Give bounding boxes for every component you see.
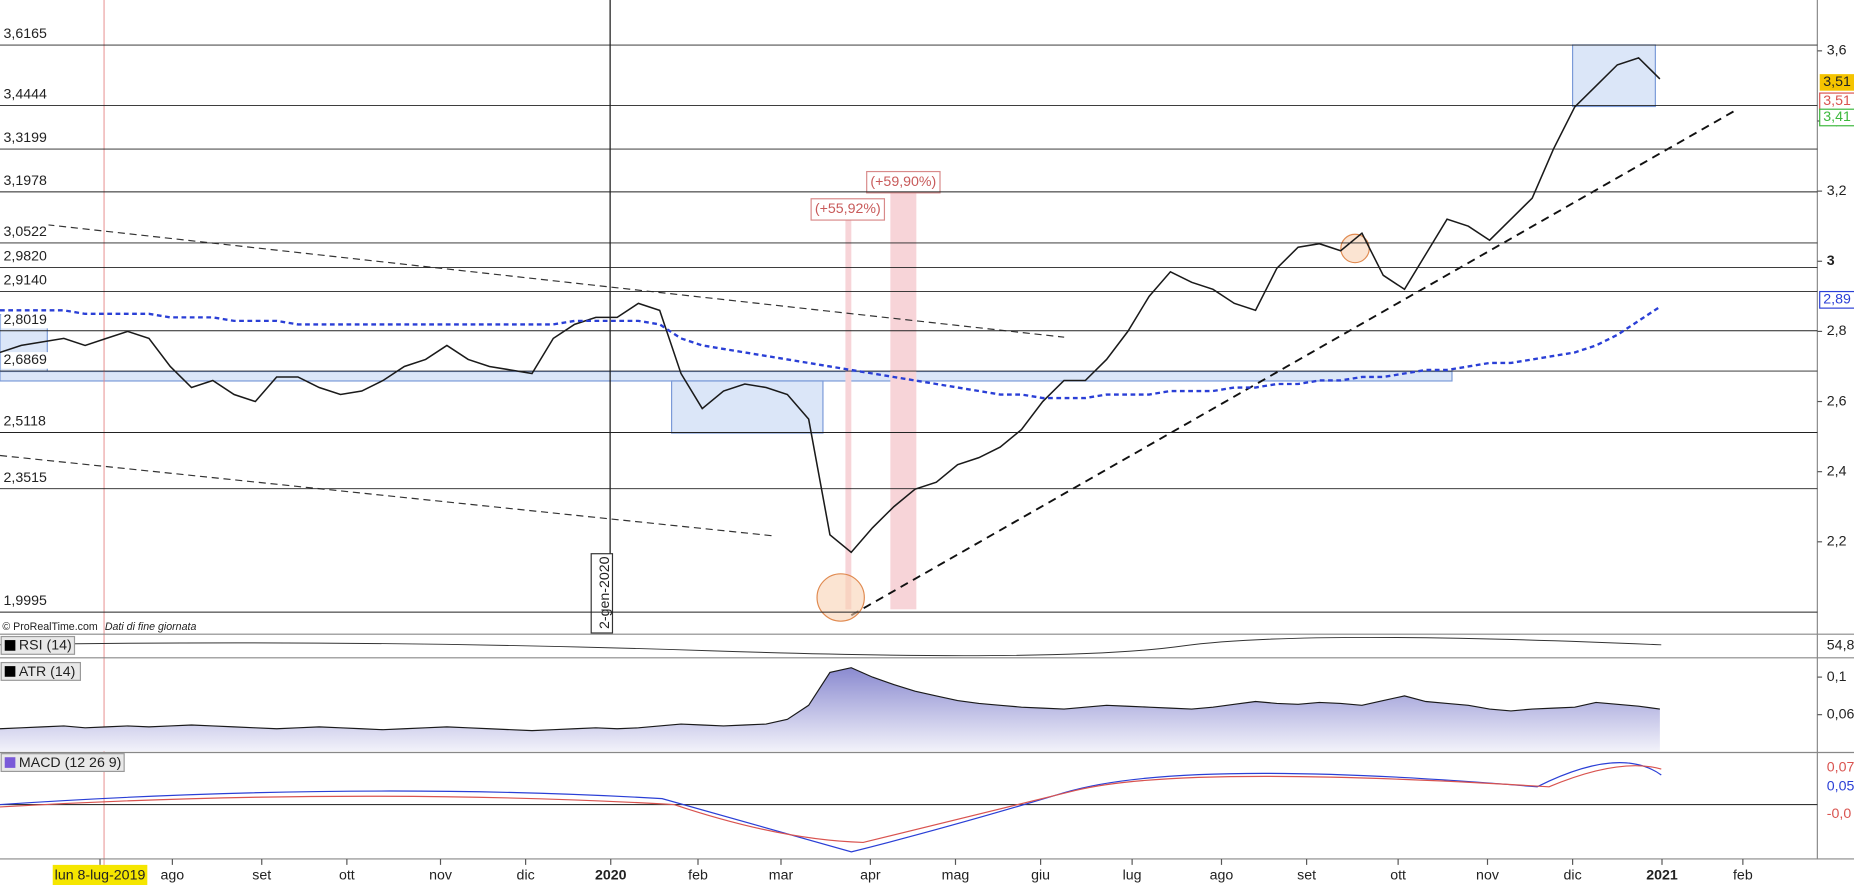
zone [671,380,824,434]
x-tick-label: giu [1031,867,1050,883]
last-label: 3,51 [1823,93,1851,109]
trend-line [47,224,1065,338]
level-label: 2,3515 [4,470,47,486]
atr-line [0,667,1660,732]
atr-area [0,667,1660,752]
level-label: 2,9140 [4,273,47,289]
y-tick-label: 2,8 [1827,323,1847,339]
level-label-bg [1,248,49,266]
level-label-bg [1,130,49,147]
zone [0,370,1453,382]
x-tick-highlight [52,864,148,885]
level-label: 3,6165 [4,26,47,42]
last-label: 3,51 [1823,74,1851,90]
panel-label: ATR (14) [19,664,75,680]
last-label: 54,8 [1827,638,1854,654]
date-box [590,553,614,634]
x-tick-label: apr [860,867,881,883]
x-tick-label: set [1297,867,1316,883]
legend-swatch [4,640,16,651]
level-label-bg [1,469,49,487]
level-label-bg [1,26,49,43]
x-tick-label: set [252,867,271,883]
panel-label-box [0,753,125,773]
y-tick-label: 2,2 [1827,534,1847,550]
level-label-bg [1,593,49,610]
annotation-box [810,198,886,221]
date-label: 2-gen-2020 [597,556,613,629]
y-tick-label: 3,6 [1827,43,1847,59]
rsi-line [0,636,1662,657]
last-label-bg [1819,290,1854,309]
y-tick-label: 0,06 [1827,706,1854,722]
level-label-bg [1,224,49,241]
panel-label-box [0,661,81,681]
level-label: 2,5118 [4,414,46,430]
x-tick-label: dic [517,867,535,883]
x-tick-label: nov [1476,867,1500,883]
level-label: 2,8019 [4,312,47,328]
x-tick-label: lun 8-lug-2019 [55,867,146,883]
band [890,189,917,610]
y-tick-label: 3,2 [1827,183,1847,199]
level-label: 3,4444 [4,87,47,103]
annotation-box [866,170,941,194]
band [845,212,852,610]
level-label: 3,0522 [4,224,47,240]
last-label-bg [1819,74,1854,91]
x-tick-label: ago [1210,867,1234,883]
last-label: 0,07 [1827,760,1854,776]
x-tick-label: 2020 [595,867,627,883]
x-tick-label: lug [1123,867,1142,883]
signal-line [0,765,1662,844]
y-tick-label: 3 [1827,253,1835,269]
level-label-bg [1,352,49,369]
x-tick-label: 2021 [1646,867,1678,883]
last-label: 2,89 [1823,292,1851,308]
last-label: 0,05 [1827,779,1854,795]
x-tick-label: mar [769,867,794,883]
y-tick-label: 2,6 [1827,393,1847,409]
level-label-bg [1,172,49,190]
x-tick-label: nov [429,867,453,883]
panel-label: MACD (12 26 9) [19,755,121,771]
last-label: -0,0 [1827,806,1852,822]
y-tick-label: 2,4 [1827,463,1847,479]
y-tick-label: 0,1 [1827,669,1847,685]
level-label-bg [1,86,49,104]
x-tick-label: feb [1733,867,1753,883]
level-label: 2,6869 [4,352,47,368]
last-label: 3,41 [1823,109,1851,125]
level-label-bg [1,311,49,329]
credit: © ProRealTime.com Dati di fine giornata [2,621,196,633]
annotation: (+59,90%) [870,174,936,190]
series-line [0,305,1661,400]
level-label-bg [1,413,49,431]
x-tick-label: ago [161,867,185,883]
series-line [0,56,1661,554]
credit-text: © ProRealTime.com [2,621,98,633]
panel-label-box [0,635,76,655]
level-label: 2,9820 [4,249,47,265]
level-label-bg [1,272,49,290]
annotation: (+55,92%) [815,201,881,217]
level-label: 3,3199 [4,130,47,146]
x-tick-label: ott [1390,867,1406,883]
x-tick-label: feb [688,867,708,883]
x-tick-label: ott [339,867,355,883]
panel-label: RSI (14) [19,638,72,654]
legend-swatch [4,666,16,677]
highlight [816,573,865,622]
level-label: 3,1978 [4,173,47,189]
credit-note: Dati di fine giornata [105,621,197,633]
x-tick-label: dic [1564,867,1582,883]
level-label: 1,9995 [4,593,47,609]
last-label-bg [1819,108,1854,127]
legend-swatch [4,757,16,768]
x-tick-label: mag [942,867,970,883]
